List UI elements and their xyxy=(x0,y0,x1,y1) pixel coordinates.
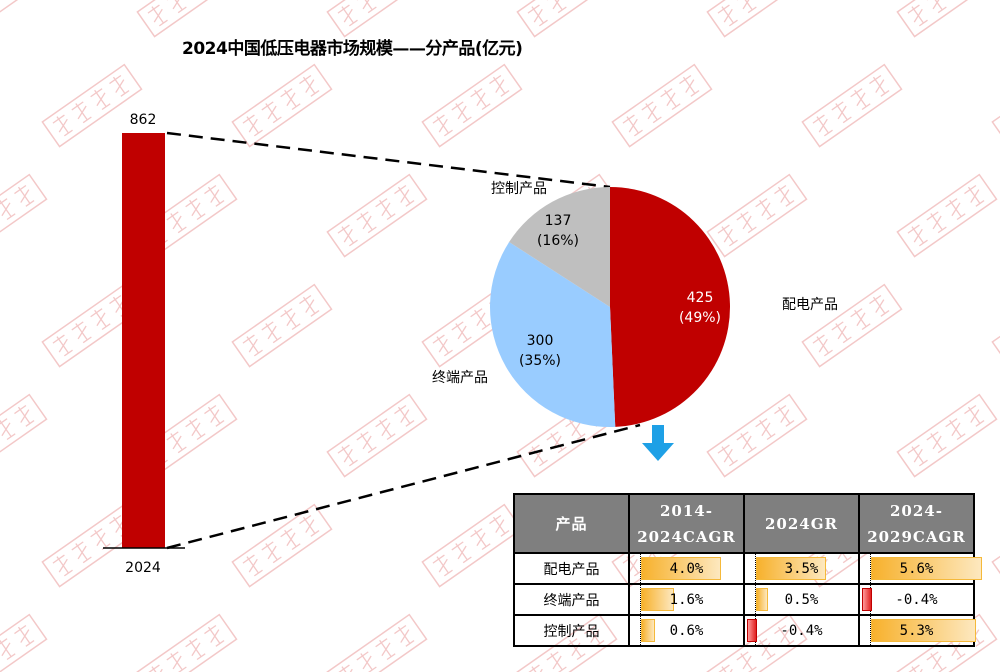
slice-category-label: 控制产品 xyxy=(491,181,547,197)
connector-bottom xyxy=(166,423,641,550)
data-bar xyxy=(756,557,827,580)
product-name: 配电产品 xyxy=(513,552,630,585)
growth-value: 3.5% xyxy=(784,560,819,577)
table-header: 2014- 2024CAGR xyxy=(628,493,745,554)
down-arrow-icon xyxy=(642,425,674,461)
pie-slice xyxy=(490,242,616,427)
zero-axis xyxy=(755,554,756,583)
table-row: 控制产品 0.6% -0.4% 5.3% xyxy=(513,614,977,647)
zero-axis xyxy=(640,616,641,645)
data-bar xyxy=(862,588,872,611)
growth-value: -0.4% xyxy=(780,622,823,639)
growth-value: -0.4% xyxy=(895,591,938,608)
slice-category-label: 配电产品 xyxy=(782,297,838,313)
table-header: 2024GR xyxy=(743,493,860,554)
growth-value: 5.3% xyxy=(899,622,934,639)
growth-value: 4.0% xyxy=(669,560,704,577)
slice-percent: (16%) xyxy=(537,233,579,249)
zero-axis xyxy=(870,616,871,645)
zero-axis xyxy=(870,554,871,583)
zero-axis xyxy=(640,585,641,614)
growth-table: 产品 2014- 2024CAGR 2024GR 2024- 2029CAGR 配电产品 4… xyxy=(513,493,983,647)
slice-value: 300 xyxy=(527,333,554,349)
bar-2024 xyxy=(122,133,165,548)
pie-slice xyxy=(509,187,610,307)
data-bar xyxy=(871,557,983,580)
growth-value: 5.6% xyxy=(899,560,934,577)
x-tick-label: 2024 xyxy=(125,560,161,576)
growth-cell: -0.4% xyxy=(743,614,860,647)
slice-percent: (35%) xyxy=(519,353,561,369)
connector-top xyxy=(166,131,611,189)
data-bar xyxy=(641,619,655,642)
growth-cell: 5.6% xyxy=(858,552,983,585)
growth-cell: 3.5% xyxy=(743,552,860,585)
chart-title: 2024中国低压电器市场规模——分产品(亿元) xyxy=(182,39,523,59)
slice-percent: (49%) xyxy=(679,310,721,326)
product-name: 终端产品 xyxy=(513,583,630,616)
growth-cell: 0.6% xyxy=(628,614,745,647)
data-bar xyxy=(641,588,675,611)
table-row: 配电产品 4.0% 3.5% 5.6% xyxy=(513,552,983,585)
growth-value: 0.6% xyxy=(669,622,704,639)
growth-cell: 5.3% xyxy=(858,614,977,647)
growth-cell: 1.6% xyxy=(628,583,745,616)
zero-axis xyxy=(640,554,641,583)
growth-cell: -0.4% xyxy=(858,583,975,616)
slice-category-label: 终端产品 xyxy=(432,370,488,386)
growth-value: 0.5% xyxy=(784,591,819,608)
table-header: 产品 xyxy=(513,493,630,554)
growth-cell: 0.5% xyxy=(743,583,860,616)
slice-value: 425 xyxy=(687,290,714,306)
growth-cell: 4.0% xyxy=(628,552,745,585)
data-bar xyxy=(641,557,721,580)
table-header: 2024- 2029CAGR xyxy=(858,493,975,554)
table-row: 终端产品 1.6% 0.5% -0.4% xyxy=(513,583,975,616)
growth-value: 1.6% xyxy=(669,591,704,608)
bar-value-label: 862 xyxy=(130,112,157,128)
product-name: 控制产品 xyxy=(513,614,630,647)
slice-value: 137 xyxy=(545,213,572,229)
data-bar xyxy=(871,619,977,642)
data-bar xyxy=(747,619,757,642)
pie-slice xyxy=(610,187,731,427)
data-bar xyxy=(756,588,768,611)
zero-axis xyxy=(755,585,756,614)
